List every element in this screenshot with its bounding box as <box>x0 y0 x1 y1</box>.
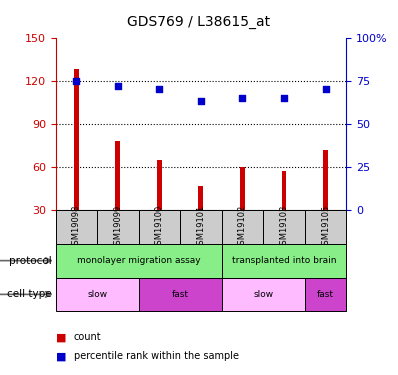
Point <box>156 86 163 92</box>
Bar <box>240 167 245 210</box>
Text: fast: fast <box>172 290 189 299</box>
Text: GSM19100: GSM19100 <box>155 204 164 249</box>
Text: monolayer migration assay: monolayer migration assay <box>77 256 201 265</box>
Bar <box>263 210 305 244</box>
Text: slow: slow <box>87 290 107 299</box>
Text: slow: slow <box>253 290 273 299</box>
Point <box>198 98 204 104</box>
Text: fast: fast <box>317 290 334 299</box>
Bar <box>305 210 346 244</box>
Point <box>115 83 121 89</box>
Text: protocol: protocol <box>9 256 52 266</box>
Text: count: count <box>74 333 101 342</box>
Point <box>73 78 80 84</box>
Bar <box>222 278 305 311</box>
Bar <box>281 171 287 210</box>
Point <box>239 95 246 101</box>
Text: ■: ■ <box>56 333 66 342</box>
Bar <box>115 141 121 210</box>
Text: GSM19099: GSM19099 <box>113 204 123 249</box>
Bar <box>139 278 222 311</box>
Text: cell type: cell type <box>7 290 52 299</box>
Bar <box>199 186 203 210</box>
Text: transplanted into brain: transplanted into brain <box>232 256 336 265</box>
Bar <box>157 160 162 210</box>
Bar <box>222 244 346 278</box>
Bar <box>139 210 180 244</box>
Bar <box>97 210 139 244</box>
Bar <box>56 210 97 244</box>
Bar <box>305 278 346 311</box>
Text: GDS769 / L38615_at: GDS769 / L38615_at <box>127 15 271 29</box>
Text: GSM19102: GSM19102 <box>238 204 247 249</box>
Bar <box>74 69 79 210</box>
Point <box>281 95 287 101</box>
Bar <box>56 244 222 278</box>
Bar <box>180 210 222 244</box>
Bar <box>323 150 328 210</box>
Bar <box>56 278 139 311</box>
Text: GSM19101: GSM19101 <box>197 204 205 249</box>
Point <box>322 86 329 92</box>
Text: GSM19105: GSM19105 <box>321 204 330 249</box>
Bar <box>222 210 263 244</box>
Text: percentile rank within the sample: percentile rank within the sample <box>74 351 239 361</box>
Text: ■: ■ <box>56 351 66 361</box>
Text: GSM19103: GSM19103 <box>279 204 289 250</box>
Text: GSM19098: GSM19098 <box>72 204 81 250</box>
